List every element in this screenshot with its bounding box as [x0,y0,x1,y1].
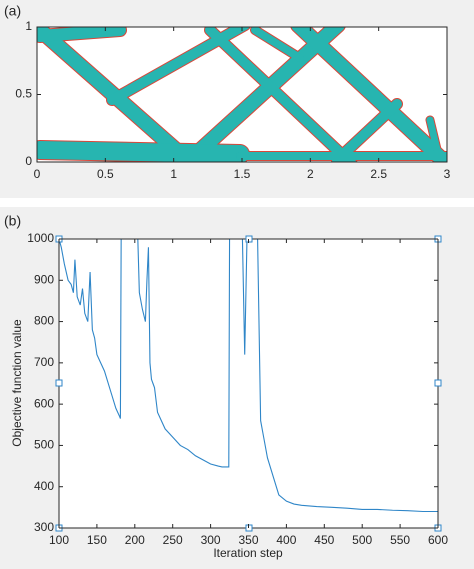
y-tick-label: 1 [25,19,32,33]
x-tick-label: 2.5 [370,167,387,181]
x-tick-label: 500 [352,533,372,547]
x-tick-label: 600 [428,533,448,547]
x-tick-label: 550 [390,533,410,547]
x-tick-label: 350 [238,533,258,547]
bars [37,27,447,162]
x-tick-label: 450 [314,533,334,547]
line-layer [59,239,438,513]
x-tick-label: 0.5 [97,167,114,181]
x-tick-label: 1 [170,167,177,181]
panel-label: (b) [4,213,21,229]
plot-area-b [59,239,438,528]
x-tick-label: 3 [444,167,451,181]
x-tick-label: 0 [34,167,41,181]
y-tick-label: 900 [34,272,54,286]
x-tick-label: 250 [163,533,183,547]
x-tick-label: 400 [276,533,296,547]
y-tick-label: 400 [34,479,54,493]
x-tick-label: 150 [87,533,107,547]
panel-label: (a) [4,3,21,19]
y-tick-label: 700 [34,355,54,369]
y-tick-label: 600 [34,396,54,410]
y-tick-label: 1000 [27,231,54,245]
y-tick-label: 0 [25,154,32,168]
x-tick-label: 2 [307,167,314,181]
x-tick-label: 100 [49,533,69,547]
x-axis-label: Iteration step [213,546,283,560]
y-tick-label: 500 [34,438,54,452]
y-tick-label: 0.5 [15,87,32,101]
x-tick-label: 1.5 [234,167,251,181]
y-tick-label: 800 [34,314,54,328]
x-tick-label: 300 [201,533,221,547]
x-tick-label: 200 [125,533,145,547]
y-axis-label: Objective function value [10,319,24,447]
line-series [59,239,438,513]
y-tick-label: 300 [34,520,54,534]
topology [37,27,447,162]
